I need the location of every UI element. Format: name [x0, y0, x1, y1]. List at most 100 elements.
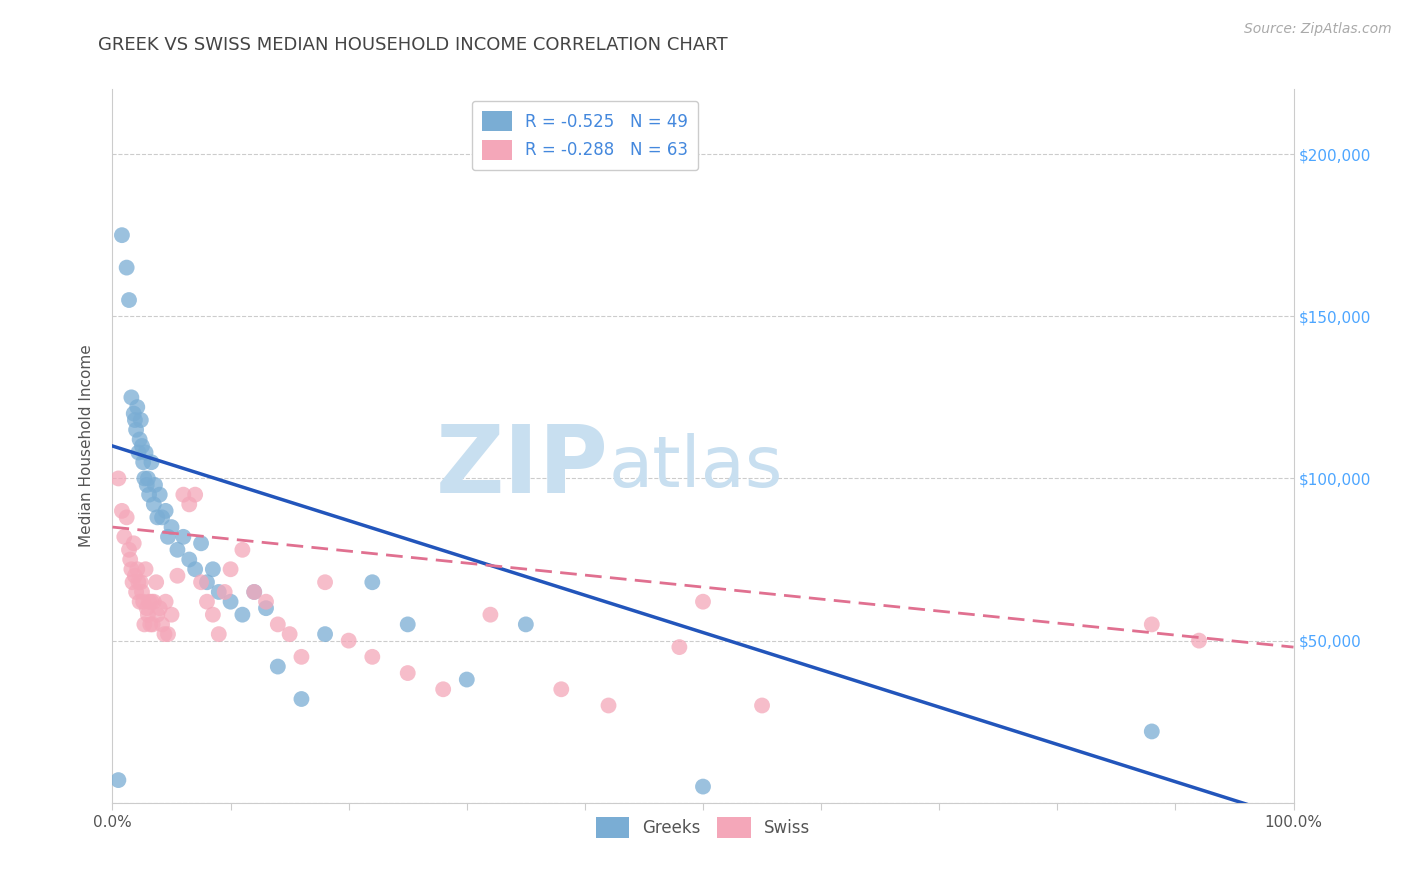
Point: [155, 504, 177, 518]
Text: Source: ZipAtlas.com: Source: ZipAtlas.com: [1244, 22, 1392, 37]
Point: [122, 407, 145, 421]
Point: [208, 627, 231, 641]
Point: [136, 607, 159, 622]
Point: [135, 601, 157, 615]
Point: [243, 585, 266, 599]
Point: [166, 542, 188, 557]
Point: [121, 575, 143, 590]
Point: [208, 585, 231, 599]
Point: [107, 471, 129, 485]
Point: [361, 575, 384, 590]
Text: atlas: atlas: [609, 433, 783, 502]
Point: [136, 471, 159, 485]
Point: [1188, 633, 1211, 648]
Point: [267, 659, 290, 673]
Point: [219, 562, 242, 576]
Point: [195, 595, 218, 609]
Point: [128, 433, 150, 447]
Point: [131, 439, 153, 453]
Point: [219, 595, 242, 609]
Point: [396, 617, 419, 632]
Point: [692, 780, 714, 794]
Point: [179, 497, 201, 511]
Point: [124, 568, 146, 582]
Point: [156, 627, 179, 641]
Point: [134, 471, 156, 485]
Point: [515, 617, 537, 632]
Point: [149, 601, 172, 615]
Point: [432, 682, 454, 697]
Point: [120, 562, 142, 576]
Point: [160, 520, 183, 534]
Point: [1140, 724, 1163, 739]
Point: [254, 601, 277, 615]
Point: [290, 649, 312, 664]
Point: [598, 698, 620, 713]
Point: [142, 595, 165, 609]
Y-axis label: Median Household Income: Median Household Income: [79, 344, 94, 548]
Point: [201, 607, 224, 622]
Point: [150, 510, 173, 524]
Point: [231, 607, 253, 622]
Point: [122, 536, 145, 550]
Point: [201, 562, 224, 576]
Point: [337, 633, 360, 648]
Point: [146, 510, 169, 524]
Point: [190, 536, 212, 550]
Point: [135, 478, 157, 492]
Point: [172, 488, 194, 502]
Point: [179, 552, 201, 566]
Point: [149, 488, 172, 502]
Point: [128, 595, 150, 609]
Point: [118, 542, 141, 557]
Point: [132, 455, 155, 469]
Point: [184, 488, 207, 502]
Point: [141, 455, 163, 469]
Point: [692, 595, 714, 609]
Point: [127, 445, 149, 459]
Point: [190, 575, 212, 590]
Point: [184, 562, 207, 576]
Point: [166, 568, 188, 582]
Point: [214, 585, 236, 599]
Point: [124, 413, 146, 427]
Point: [172, 530, 194, 544]
Point: [125, 423, 148, 437]
Point: [138, 488, 160, 502]
Point: [142, 617, 165, 632]
Point: [314, 575, 336, 590]
Point: [127, 400, 149, 414]
Legend: Greeks, Swiss: Greeks, Swiss: [589, 811, 817, 845]
Point: [111, 228, 134, 243]
Point: [150, 617, 173, 632]
Point: [115, 260, 138, 275]
Point: [132, 595, 155, 609]
Point: [111, 504, 134, 518]
Point: [131, 585, 153, 599]
Point: [135, 562, 157, 576]
Point: [195, 575, 218, 590]
Point: [550, 682, 572, 697]
Point: [278, 627, 301, 641]
Point: [125, 585, 148, 599]
Point: [479, 607, 502, 622]
Point: [156, 530, 179, 544]
Point: [135, 445, 157, 459]
Point: [138, 595, 160, 609]
Point: [127, 562, 149, 576]
Point: [668, 640, 690, 654]
Point: [254, 595, 277, 609]
Point: [290, 692, 312, 706]
Point: [134, 617, 156, 632]
Point: [456, 673, 478, 687]
Point: [314, 627, 336, 641]
Point: [751, 698, 773, 713]
Point: [120, 390, 142, 404]
Point: [139, 617, 162, 632]
Point: [145, 575, 167, 590]
Point: [115, 510, 138, 524]
Point: [142, 497, 165, 511]
Point: [153, 627, 176, 641]
Point: [141, 595, 163, 609]
Point: [160, 607, 183, 622]
